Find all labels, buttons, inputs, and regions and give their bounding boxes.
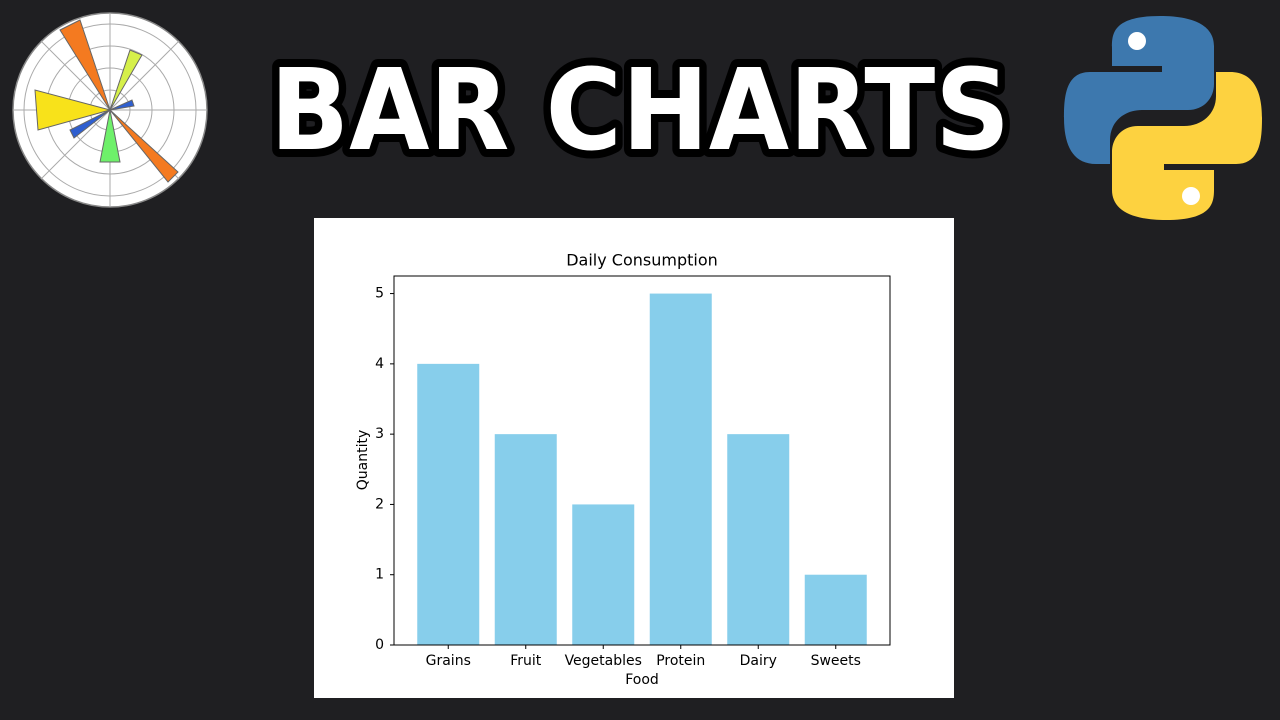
x-tick-label: Fruit bbox=[510, 653, 542, 669]
x-tick-label: Sweets bbox=[811, 653, 861, 669]
bar bbox=[494, 434, 557, 645]
x-axis-label: Food bbox=[625, 672, 659, 688]
python-logo bbox=[1064, 16, 1262, 220]
page-title: BAR CHARTS bbox=[270, 46, 1010, 176]
plot-frame bbox=[393, 275, 891, 646]
y-tick-label: 4 bbox=[375, 356, 384, 372]
x-tick-label: Dairy bbox=[740, 653, 777, 669]
y-tick-label: 5 bbox=[375, 286, 384, 302]
y-tick-label: 2 bbox=[375, 496, 384, 512]
matplotlib-logo bbox=[12, 12, 208, 208]
bar bbox=[649, 293, 712, 645]
bar bbox=[804, 574, 867, 645]
y-tick-label: 3 bbox=[375, 426, 384, 442]
bar bbox=[572, 504, 635, 645]
y-tick-label: 0 bbox=[375, 637, 384, 653]
bar bbox=[727, 434, 790, 645]
chart: Daily Consumption Food Quantity 0 1 2 3 4 5 Gr… bbox=[355, 251, 891, 688]
x-tick-label: Vegetables bbox=[565, 653, 642, 669]
bar bbox=[417, 363, 480, 645]
chart-title: Daily Consumption bbox=[566, 251, 718, 270]
y-tick-label: 1 bbox=[375, 567, 384, 583]
y-axis-label: Quantity bbox=[355, 430, 371, 491]
x-tick-label: Grains bbox=[426, 653, 471, 669]
x-tick-label: Protein bbox=[656, 653, 705, 669]
